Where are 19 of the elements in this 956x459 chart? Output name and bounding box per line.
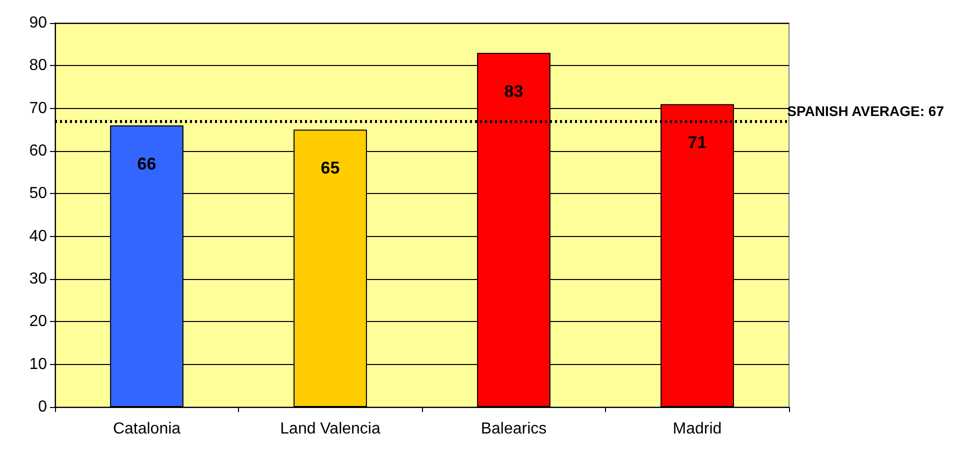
data-label: 71 [688,133,707,152]
y-tick-label: 80 [29,57,48,74]
y-tick-label: 70 [29,100,48,117]
x-tick-label: Balearics [480,420,547,438]
y-tick-label: 60 [29,142,48,160]
y-tick-label: 50 [29,185,48,202]
ref-line-label: SPANISH AVERAGE: 67 [787,103,944,120]
data-label: 66 [137,154,156,174]
y-tick-label: 40 [29,228,48,245]
x-tick-label: Catalonia [112,420,181,438]
y-tick-label: 20 [29,313,48,330]
y-tick-label: 0 [38,398,48,416]
data-label: 65 [320,158,340,178]
y-tick-label: 90 [29,14,48,32]
x-tick-label: Madrid [672,420,722,438]
y-tick-label: 30 [29,270,48,288]
data-label: 83 [504,82,524,101]
x-tick-label: Land Valencia [280,420,380,438]
y-tick-label: 10 [29,356,48,373]
